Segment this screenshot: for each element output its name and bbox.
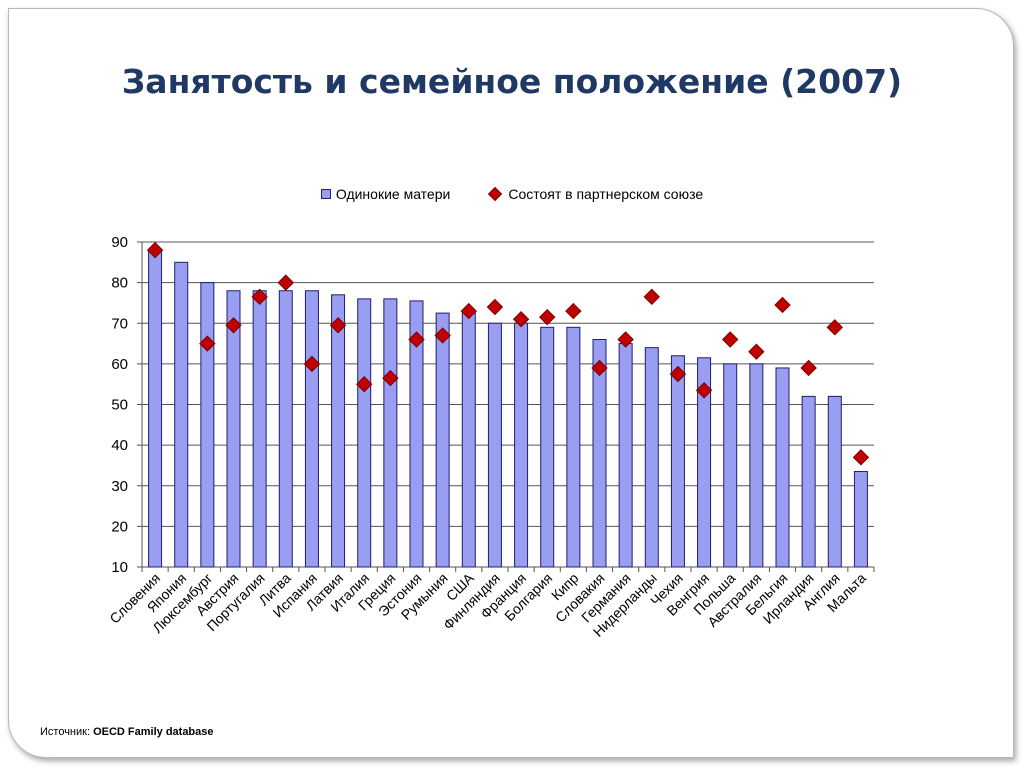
y-tick-label: 70	[111, 315, 128, 332]
diamond-Германия	[617, 331, 634, 348]
legend-diamonds-label: Состоят в партнерском союзе	[508, 186, 704, 202]
bar-Италия	[357, 298, 372, 568]
legend-bars-label: Одинокие матери	[335, 186, 451, 202]
bar-Япония	[174, 261, 189, 568]
diamond-Эстония	[408, 331, 425, 348]
diamond-Франция	[512, 310, 530, 328]
bar-Люксембург	[200, 282, 215, 568]
bar-Бельгия	[775, 367, 790, 568]
diamond-Мальта	[852, 449, 870, 466]
source-note: Источник: OECD Family database	[40, 726, 214, 738]
diamond-Португалия	[251, 288, 268, 306]
bar-Финляндия	[487, 322, 502, 568]
diamond-Чехия	[669, 365, 687, 383]
bar-Кипр	[566, 326, 581, 568]
bar-Греция	[383, 298, 398, 568]
bar-Литва	[278, 290, 293, 568]
bar-Чехия	[670, 355, 685, 568]
bar-Испания	[304, 290, 319, 568]
diamond-Бельгия	[774, 296, 791, 314]
y-tick-label: 20	[111, 518, 128, 535]
diamond-Кипр	[565, 302, 582, 320]
bar-Латвия	[331, 294, 346, 568]
bar-Франция	[514, 322, 529, 568]
y-tick-label: 10	[111, 559, 128, 576]
bar-Венгрия	[697, 357, 712, 568]
diamond-Венгрия	[695, 382, 713, 399]
bar-Англия	[827, 395, 842, 568]
diamond-Люксембург	[199, 335, 216, 352]
diamond-Греция	[382, 369, 399, 387]
diamond-Румыния	[434, 327, 451, 344]
bar-Польша	[723, 363, 738, 568]
bar-Австрия	[226, 290, 241, 568]
bar-Ирландия	[801, 395, 816, 568]
bar-Мальта	[853, 471, 868, 568]
y-tick-label: 90	[111, 234, 128, 251]
bar-Германия	[618, 343, 633, 568]
diamond-Словакия	[591, 359, 608, 377]
bar-Румыния	[435, 312, 450, 568]
bar-Словакия	[592, 339, 607, 568]
diamond-США	[460, 302, 477, 320]
diamond-Словения	[146, 241, 164, 259]
bar-США	[461, 312, 476, 568]
bar-Болгария	[540, 326, 555, 568]
diamond-Болгария	[539, 308, 556, 326]
diamond-Англия	[826, 319, 843, 336]
diamond-Польша	[722, 331, 739, 348]
diamond-Латвия	[329, 317, 347, 334]
diamond-Испания	[303, 355, 321, 373]
diamond-Литва	[277, 274, 294, 291]
diamond-Нидерланды	[643, 288, 660, 306]
legend-item-diamonds: Состоят в партнерском союзе	[488, 186, 704, 202]
bar-Эстония	[409, 300, 424, 568]
y-tick-label: 40	[111, 437, 128, 454]
diamond-Финляндия	[486, 298, 504, 316]
diamond-Италия	[356, 375, 373, 393]
y-tick-label: 60	[111, 356, 128, 373]
diamond-Австрия	[225, 317, 242, 334]
y-tick-label: 80	[111, 275, 128, 292]
legend-item-bars: Одинокие матери	[320, 186, 451, 202]
bar-Австралия	[749, 363, 764, 568]
chart-legend: Одинокие матери Состоят в партнерском со…	[0, 186, 1024, 202]
source-prefix: Источник:	[40, 726, 91, 738]
y-tick-label: 30	[111, 478, 128, 495]
bar-Нидерланды	[644, 347, 659, 568]
bar-Португалия	[252, 290, 267, 568]
diamond-Австралия	[748, 343, 765, 360]
bar-Словения	[148, 249, 163, 568]
source-name: OECD Family database	[93, 726, 214, 738]
legend-bar-swatch	[320, 189, 331, 199]
diamond-Ирландия	[800, 359, 817, 377]
chart-title: Занятость и семейное положение (2007)	[121, 62, 903, 101]
y-tick-label: 50	[111, 397, 128, 414]
